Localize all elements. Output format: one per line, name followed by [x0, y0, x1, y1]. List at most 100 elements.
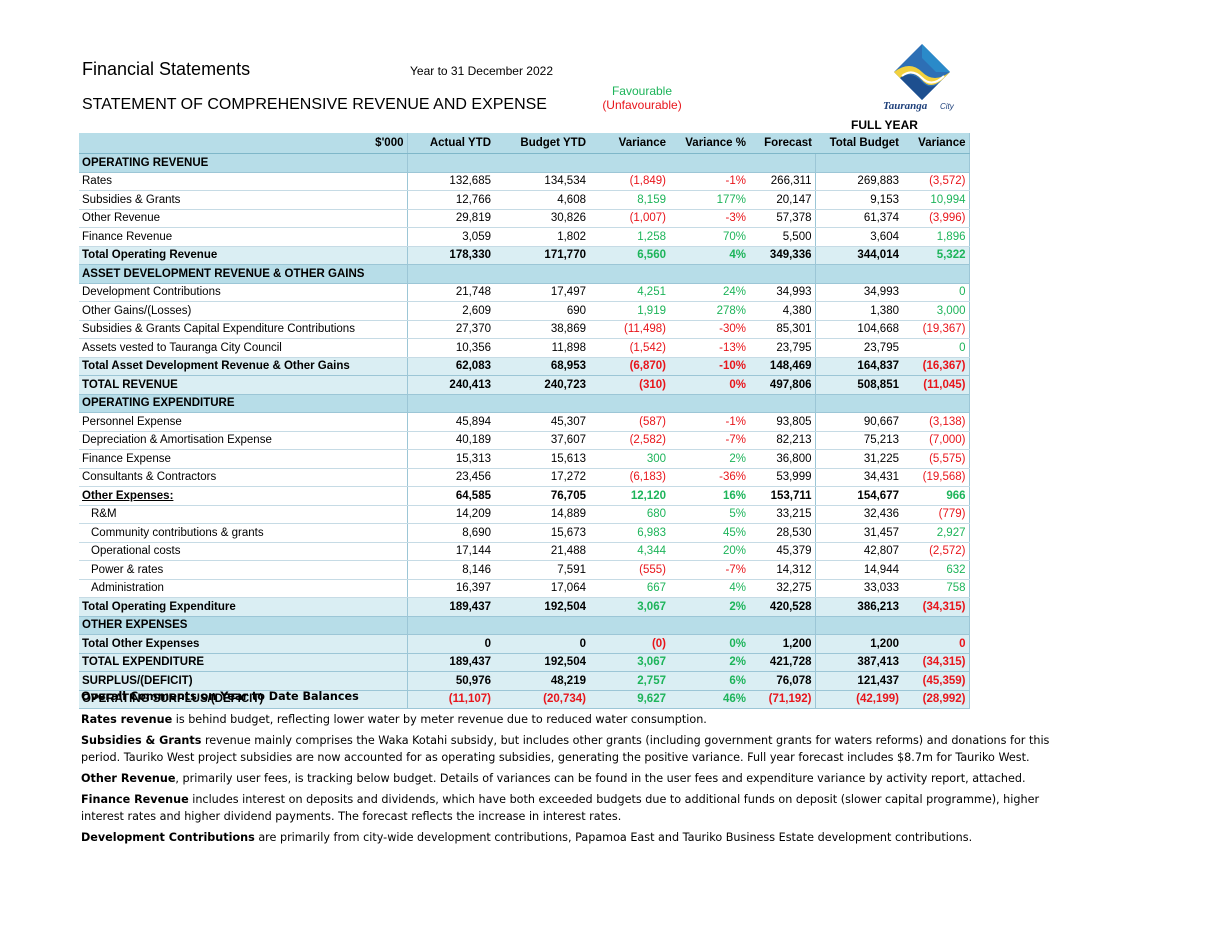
- table-cell: 1,802: [494, 227, 589, 247]
- table-cell: 21,748: [407, 283, 494, 302]
- table-cell: 28,530: [749, 523, 816, 543]
- comment-topic: Other Revenue: [81, 772, 176, 785]
- table-cell: 1,380: [815, 301, 902, 321]
- comments-paragraphs: Rates revenue is behind budget, reflecti…: [81, 711, 1061, 846]
- table-cell: 349,336: [749, 246, 816, 265]
- table-cell: (3,572): [902, 172, 970, 191]
- empty-cell: [902, 394, 970, 413]
- table-cell: 4%: [669, 246, 749, 265]
- section-header-row: OPERATING EXPENDITURE: [79, 394, 970, 413]
- table-row: R&M 14,209 14,889 680 5% 33,215 32,436 (779): [79, 505, 970, 524]
- row-label: Total Operating Expenditure: [79, 597, 408, 617]
- table-cell: 667: [589, 579, 669, 598]
- table-cell: 178,330: [407, 246, 494, 265]
- table-cell: -10%: [669, 357, 749, 376]
- table-cell: 134,534: [494, 172, 589, 191]
- table-cell: 3,059: [407, 227, 494, 247]
- comment-text: , primarily user fees, is tracking below…: [175, 772, 1026, 785]
- row-label: Personnel Expense: [79, 412, 408, 432]
- table-cell: 23,795: [815, 338, 902, 358]
- table-row: Personnel Expense 45,894 45,307 (587) -1% 93,…: [79, 412, 970, 432]
- table-cell: 23,795: [749, 338, 816, 358]
- table-cell: 153,711: [749, 486, 816, 506]
- table-cell: 121,437: [815, 671, 902, 691]
- row-label: Consultants & Contractors: [79, 468, 408, 487]
- table-cell: 240,723: [494, 375, 589, 395]
- row-label: Other Revenue: [79, 209, 408, 228]
- table-cell: 269,883: [815, 172, 902, 191]
- reporting-period: Year to 31 December 2022: [410, 64, 553, 78]
- table-cell: 12,120: [589, 486, 669, 506]
- row-label: Power & rates: [79, 560, 408, 580]
- svg-text:City: City: [940, 102, 955, 111]
- table-cell: 70%: [669, 227, 749, 247]
- section-header-row: ASSET DEVELOPMENT REVENUE & OTHER GAINS: [79, 264, 970, 284]
- table-cell: 104,668: [815, 320, 902, 339]
- table-cell: 90,667: [815, 412, 902, 432]
- table-cell: 21,488: [494, 542, 589, 561]
- empty-cell: [902, 264, 970, 284]
- row-label: Rates: [79, 172, 408, 191]
- table-cell: 8,690: [407, 523, 494, 543]
- table-cell: 4%: [669, 579, 749, 598]
- table-cell: (1,007): [589, 209, 669, 228]
- table-cell: 16,397: [407, 579, 494, 598]
- table-row: Finance Expense 15,313 15,613 300 2% 36,800 31…: [79, 449, 970, 469]
- table-cell: 266,311: [749, 172, 816, 191]
- table-cell: 0: [902, 283, 970, 302]
- total-row: Total Operating Expenditure 189,437 192,50…: [79, 597, 970, 617]
- row-label: OTHER EXPENSES: [79, 616, 408, 635]
- empty-cell: [815, 616, 902, 635]
- row-label: Depreciation & Amortisation Expense: [79, 431, 408, 450]
- table-cell: 61,374: [815, 209, 902, 228]
- table-cell: (555): [589, 560, 669, 580]
- table-cell: 300: [589, 449, 669, 469]
- row-label: Other Expenses:: [79, 486, 408, 506]
- empty-cell: [669, 153, 749, 173]
- table-cell: 24%: [669, 283, 749, 302]
- table-cell: 14,312: [749, 560, 816, 580]
- table-cell: 0: [494, 634, 589, 654]
- total-row: Total Operating Revenue 178,330 171,770 6,5…: [79, 246, 970, 265]
- table-cell: 680: [589, 505, 669, 524]
- table-cell: 189,437: [407, 597, 494, 617]
- table-cell: 93,805: [749, 412, 816, 432]
- row-label: Finance Revenue: [79, 227, 408, 247]
- empty-cell: [494, 394, 589, 413]
- table-cell: 0: [902, 634, 970, 654]
- table-cell: 386,213: [815, 597, 902, 617]
- table-cell: 64,585: [407, 486, 494, 506]
- table-cell: (2,582): [589, 431, 669, 450]
- table-cell: 76,078: [749, 671, 816, 691]
- table-cell: 132,685: [407, 172, 494, 191]
- total-row: SURPLUS/(DEFICIT) 50,976 48,219 2,757 6% 76,0…: [79, 671, 970, 691]
- table-cell: 36,800: [749, 449, 816, 469]
- table-cell: 14,889: [494, 505, 589, 524]
- table-cell: 17,064: [494, 579, 589, 598]
- table-cell: (19,367): [902, 320, 970, 339]
- table-cell: 45,307: [494, 412, 589, 432]
- favourable-legend: Favourable (Unfavourable): [580, 84, 704, 112]
- table-cell: 4,344: [589, 542, 669, 561]
- table-cell: -13%: [669, 338, 749, 358]
- column-header: Variance: [902, 133, 970, 154]
- table-cell: (3,996): [902, 209, 970, 228]
- row-label: Assets vested to Tauranga City Council: [79, 338, 408, 358]
- table-cell: (71,192): [749, 690, 816, 709]
- table-cell: 420,528: [749, 597, 816, 617]
- table-cell: 38,869: [494, 320, 589, 339]
- column-header: Actual YTD: [407, 133, 494, 154]
- empty-cell: [815, 264, 902, 284]
- comment-text: are primarily from city-wide development…: [254, 831, 973, 844]
- table-cell: 5,322: [902, 246, 970, 265]
- table-cell: 12,766: [407, 190, 494, 210]
- row-label: OPERATING EXPENDITURE: [79, 394, 408, 413]
- row-label: R&M: [79, 505, 408, 524]
- comment-paragraph: Finance Revenue includes interest on dep…: [81, 791, 1061, 825]
- table-cell: 53,999: [749, 468, 816, 487]
- empty-cell: [749, 394, 816, 413]
- table-cell: (2,572): [902, 542, 970, 561]
- row-label: SURPLUS/(DEFICIT): [79, 671, 408, 691]
- comment-paragraph: Development Contributions are primarily …: [81, 829, 1061, 846]
- empty-cell: [902, 616, 970, 635]
